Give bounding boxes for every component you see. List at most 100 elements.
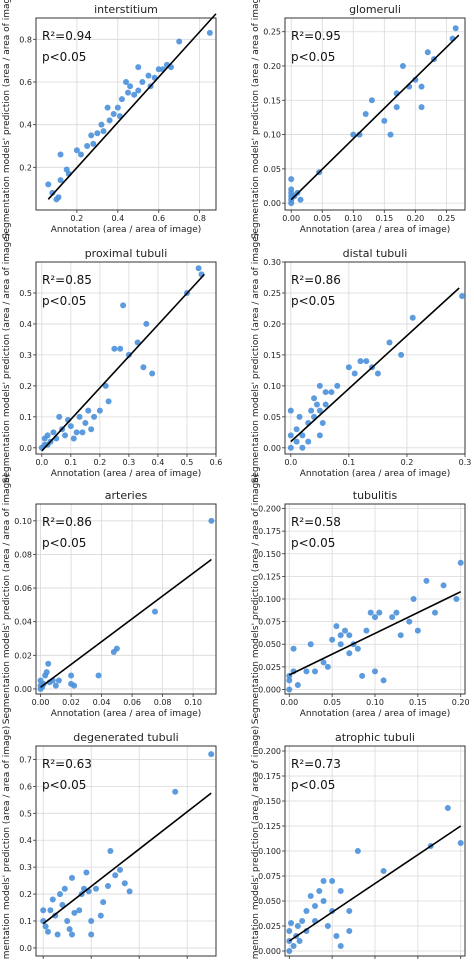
- data-point: [208, 751, 215, 758]
- data-point: [288, 186, 295, 193]
- x-tick-label: 0.06: [123, 698, 141, 707]
- panel-title: degenerated tubuli: [73, 731, 178, 744]
- data-point: [88, 132, 95, 139]
- data-point: [293, 438, 300, 445]
- data-point: [328, 389, 335, 396]
- data-point: [149, 370, 156, 377]
- data-point: [42, 923, 49, 930]
- data-point: [125, 89, 132, 96]
- y-tick-label: 0.100: [258, 595, 281, 604]
- data-point: [112, 872, 119, 879]
- y-tick-label: 0.075: [258, 618, 281, 627]
- data-point: [83, 869, 90, 876]
- data-point: [45, 181, 52, 188]
- data-point: [350, 131, 357, 138]
- data-point: [363, 627, 370, 634]
- y-tick-label: 0.0: [19, 944, 32, 953]
- x-tick-label: 0.00: [32, 698, 50, 707]
- data-point: [71, 682, 78, 689]
- panel-title: glomeruli: [349, 3, 401, 16]
- data-point: [308, 407, 315, 414]
- data-point: [307, 641, 314, 648]
- data-point: [362, 111, 369, 117]
- x-tick-label: 0.3: [123, 458, 136, 467]
- data-point: [288, 176, 295, 183]
- data-point: [296, 938, 303, 944]
- data-point: [337, 888, 344, 894]
- data-point: [49, 896, 56, 903]
- y-tick-label: 0.15: [263, 96, 281, 105]
- data-point: [320, 898, 327, 904]
- data-point: [69, 931, 75, 938]
- y-tick-label: 0.150: [258, 550, 281, 559]
- data-point: [61, 885, 68, 892]
- data-point: [120, 302, 127, 309]
- data-point: [293, 426, 300, 433]
- y-tick-label: 0.4: [19, 320, 32, 329]
- data-point: [457, 840, 464, 846]
- y-tick-label: 0.08: [14, 550, 32, 559]
- y-tick-label: 0.150: [258, 797, 281, 806]
- y-tick-label: 0.050: [258, 640, 281, 649]
- x-tick-label: 0.5: [181, 458, 194, 467]
- data-point: [386, 339, 393, 346]
- panel-title: distal tubuli: [343, 247, 408, 260]
- regression-line: [290, 287, 460, 443]
- x-axis-label: Annotation (area / area of image): [300, 225, 451, 235]
- data-point: [70, 435, 77, 442]
- data-point: [297, 196, 304, 203]
- x-tick-label: 0.20: [406, 214, 424, 223]
- data-point: [410, 596, 417, 602]
- data-point: [424, 49, 431, 56]
- x-tick-label: 0.10: [366, 698, 384, 707]
- x-axis-label: Annotation (area / area of image): [300, 709, 451, 719]
- data-point: [56, 413, 63, 420]
- y-tick-label: 0.06: [14, 584, 32, 593]
- data-point: [43, 669, 50, 676]
- y-tick-label: 0.200: [258, 505, 281, 514]
- y-tick-label: 0.175: [258, 527, 281, 536]
- data-point: [45, 660, 52, 667]
- data-point: [337, 641, 344, 648]
- y-tick-label: 0.20: [263, 320, 281, 329]
- data-point: [114, 104, 121, 111]
- x-tick-label: 0.10: [344, 214, 362, 223]
- y-tick-label: 0.10: [263, 382, 281, 391]
- x-tick-label: 0.0: [35, 458, 48, 467]
- data-point: [143, 320, 150, 327]
- y-tick-label: 0.20: [263, 62, 281, 71]
- data-point: [96, 407, 103, 414]
- x-tick-label: 0.02: [62, 698, 80, 707]
- y-tick-label: 0.8: [19, 35, 32, 44]
- x-tick-label: 0.15: [409, 698, 427, 707]
- data-point: [105, 398, 112, 405]
- data-point: [337, 632, 344, 639]
- data-point: [287, 407, 294, 414]
- data-point: [418, 83, 425, 90]
- data-point: [303, 668, 310, 675]
- data-point: [176, 38, 183, 45]
- data-point: [57, 177, 64, 184]
- data-point: [452, 25, 459, 32]
- x-tick-label: 0.04: [93, 698, 111, 707]
- data-point: [123, 79, 129, 85]
- y-tick-label: 0.00: [263, 444, 281, 453]
- data-point: [381, 117, 388, 124]
- data-point: [333, 623, 340, 630]
- data-point: [40, 907, 47, 914]
- data-point: [286, 686, 293, 693]
- panel-title: interstitium: [94, 3, 158, 16]
- data-point: [84, 143, 91, 149]
- regression-line: [47, 13, 217, 200]
- data-point: [78, 151, 84, 158]
- data-point: [299, 444, 306, 451]
- data-point: [97, 912, 104, 919]
- data-point: [286, 928, 293, 934]
- data-point: [195, 265, 202, 272]
- regression-line: [41, 273, 205, 452]
- x-tick-label: 0.0: [284, 458, 297, 467]
- x-axis-label: Annotation (area / area of image): [300, 469, 451, 479]
- data-point: [459, 293, 466, 300]
- data-point: [320, 659, 327, 666]
